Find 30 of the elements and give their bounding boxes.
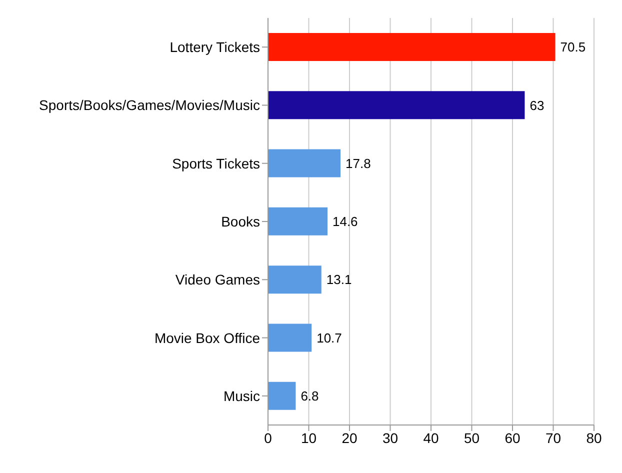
- bar: [268, 149, 341, 178]
- data-label: 14.6: [332, 214, 358, 230]
- x-tick-label: 30: [382, 430, 398, 446]
- x-tick-label: 10: [300, 430, 317, 446]
- bar: [268, 324, 312, 352]
- bar: [268, 266, 322, 294]
- x-tick-label: 40: [423, 430, 439, 446]
- y-tick-label: Books: [221, 213, 260, 230]
- data-label: 6.8: [300, 388, 319, 404]
- y-tick-label: Sports Tickets: [172, 155, 260, 172]
- x-tick-label: 50: [464, 430, 480, 446]
- x-tick-label: 60: [504, 430, 520, 446]
- y-tick-label: Music: [223, 388, 260, 404]
- bar: [268, 207, 328, 236]
- x-tick-label: 80: [586, 430, 602, 446]
- x-tick-label: 70: [545, 430, 562, 446]
- data-label: 70.5: [560, 40, 586, 55]
- data-label: 63: [530, 98, 544, 113]
- y-tick-label: Sports/Books/Games/Movies/Music: [39, 97, 260, 114]
- y-tick-label: Lottery Tickets: [170, 39, 260, 56]
- y-tick-label: Movie Box Office: [154, 330, 260, 346]
- bar: [268, 33, 556, 61]
- bar: [268, 91, 525, 120]
- data-label: 10.7: [316, 330, 342, 346]
- bar: [268, 382, 296, 410]
- data-label: 17.8: [346, 156, 371, 171]
- data-label: 13.1: [326, 272, 352, 288]
- y-tick-label: Video Games: [175, 272, 260, 288]
- x-tick-label: 20: [342, 430, 358, 446]
- x-tick-label: 0: [264, 430, 272, 446]
